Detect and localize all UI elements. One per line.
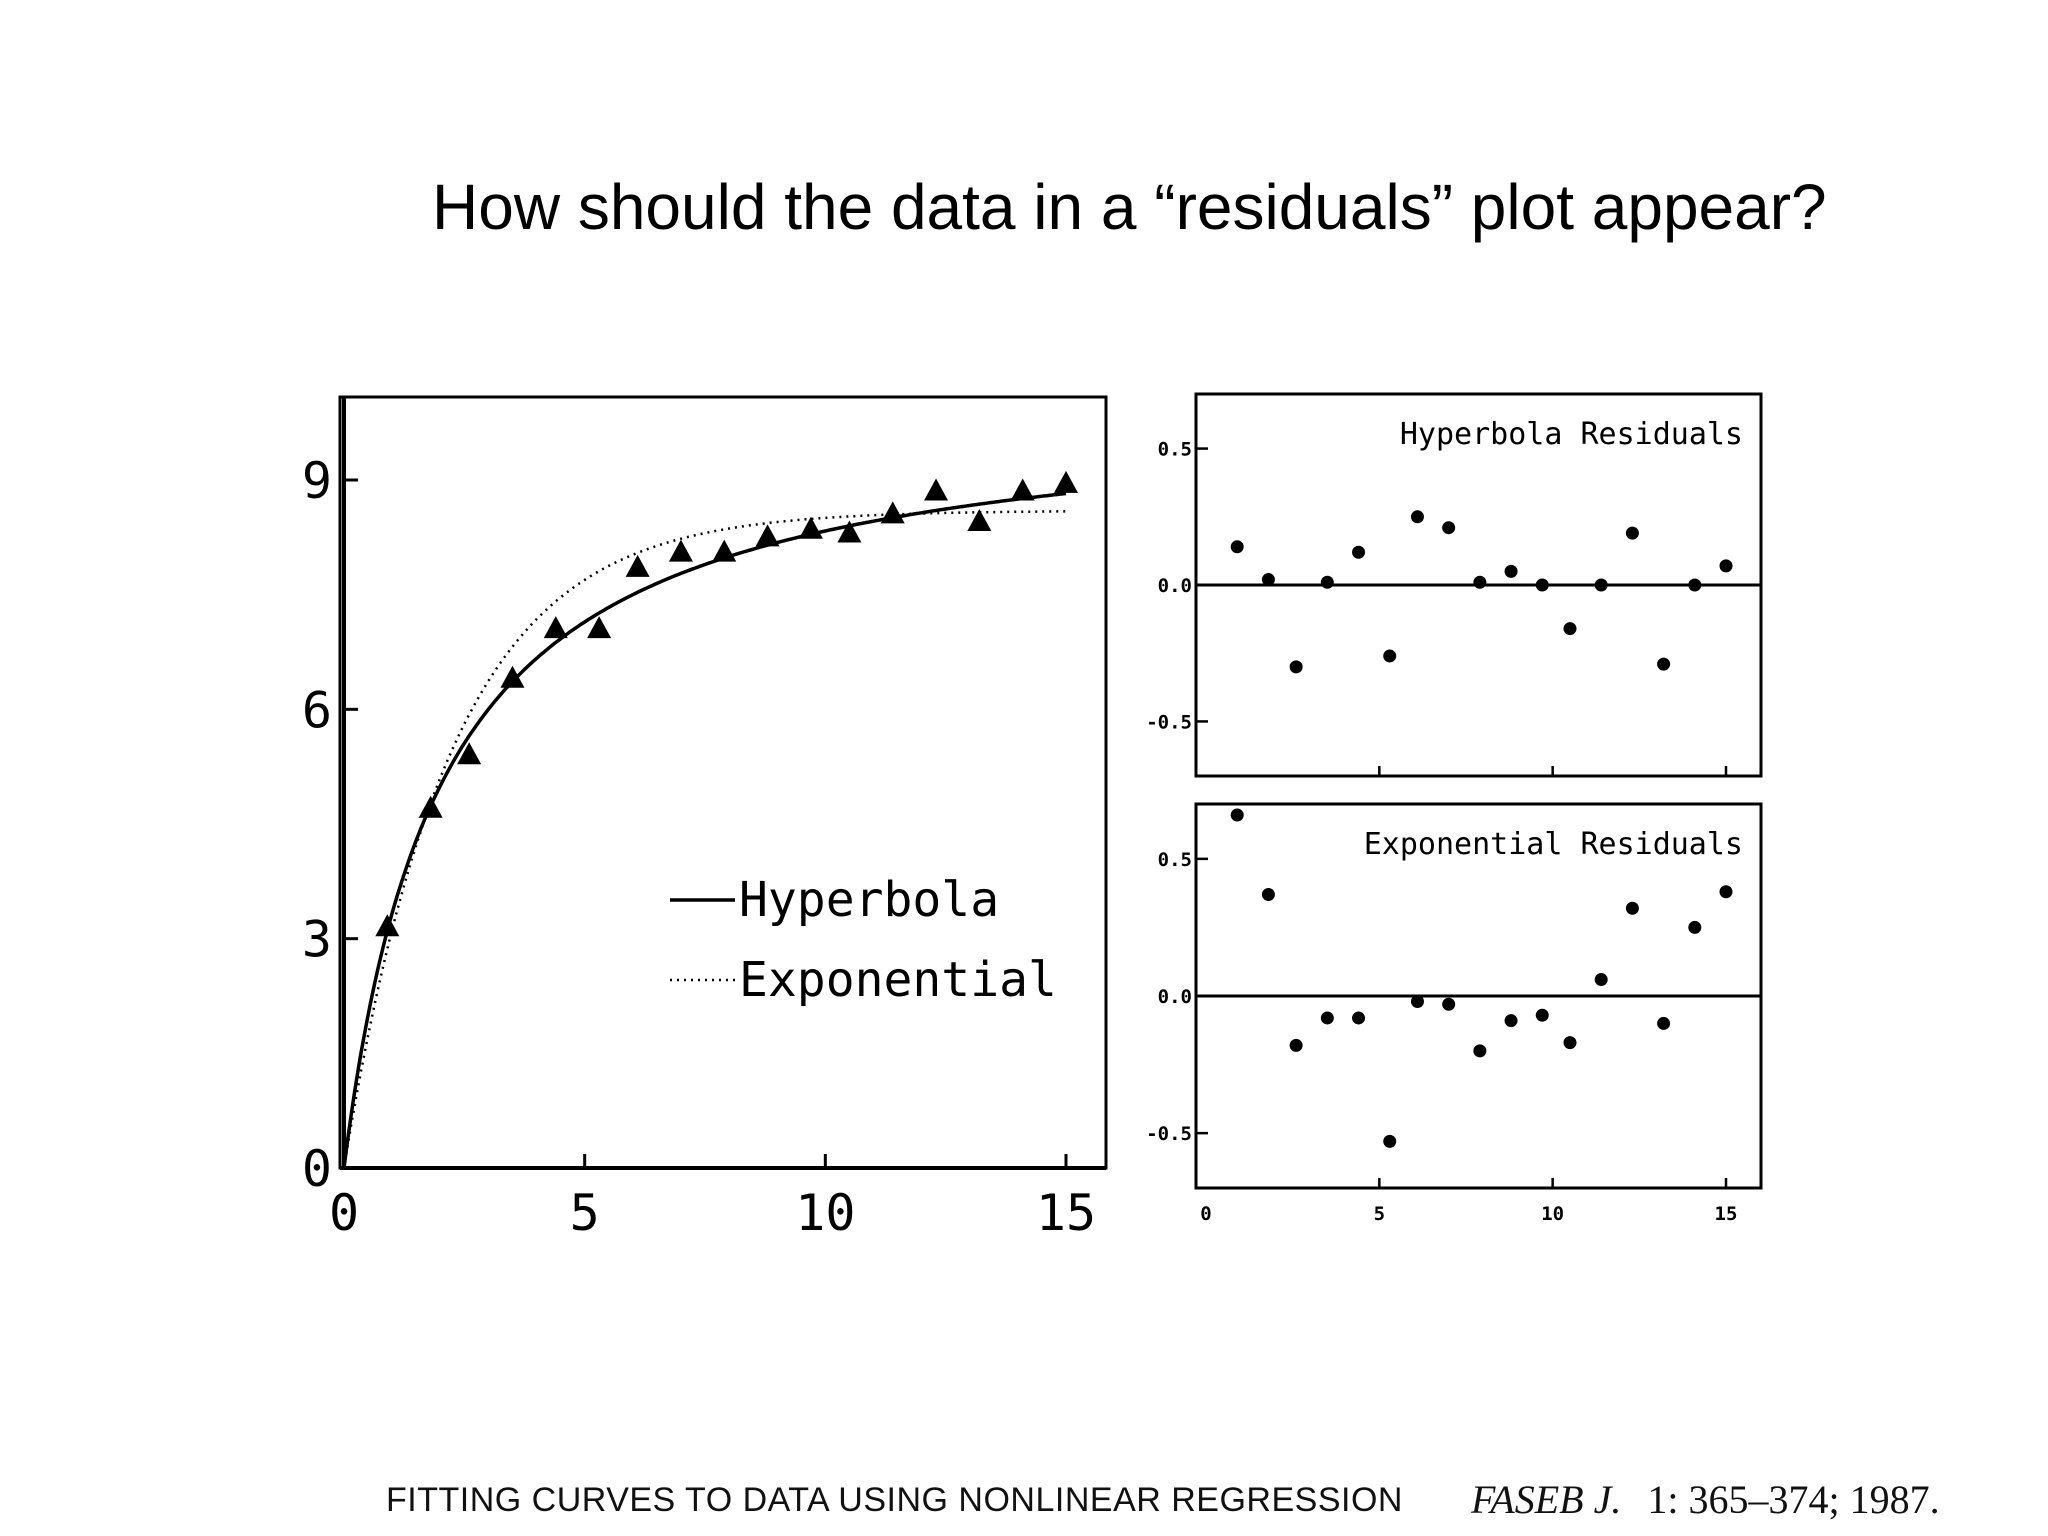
- slide-title: How should the data in a “residuals” plo…: [432, 171, 1827, 243]
- hyperbola-residuals-point: [1289, 660, 1303, 674]
- exponential-residuals-x-tick-label: 10: [1541, 1203, 1564, 1225]
- data-point-triangle: [625, 554, 650, 577]
- citation-journal: FASEB J. 1: 365–374; 1987.: [1471, 1478, 1940, 1522]
- legend-hyperbola-label: Hyperbola: [739, 872, 999, 928]
- exponential-residuals-point: [1442, 997, 1456, 1011]
- hyperbola-residuals-point: [1352, 545, 1366, 559]
- data-point-triangle: [418, 795, 443, 818]
- hyperbola-residuals-point: [1442, 521, 1456, 535]
- exponential-residuals-y-tick-label: 0.5: [1158, 849, 1192, 871]
- hyperbola-residuals-point: [1230, 540, 1244, 554]
- exponential-residuals-point: [1352, 1011, 1366, 1025]
- citation-volume-pages-year: 1: 365–374; 1987.: [1647, 1477, 1940, 1522]
- main-y-tick-label: 0: [302, 1140, 332, 1198]
- hyperbola-residuals-chart: 0.5 0.0 -0.5 Hyperbola Residuals: [1146, 392, 1763, 778]
- data-point-triangle: [712, 539, 737, 562]
- exponential-residuals-point: [1473, 1044, 1487, 1058]
- data-point-triangle: [500, 665, 525, 688]
- legend-exponential-label: Exponential: [739, 952, 1057, 1008]
- exponential-residuals-point: [1719, 885, 1733, 899]
- main-plot-frame: [338, 395, 1108, 1170]
- exponential-residuals-point: [1594, 973, 1608, 987]
- exponential-curve: [342, 510, 1067, 1169]
- hyperbola-residuals-point: [1504, 564, 1518, 578]
- main-x-tick-label: 15: [1036, 1184, 1096, 1242]
- exponential-residuals-point: [1230, 808, 1244, 822]
- data-point-triangle: [668, 539, 693, 562]
- hyperbola-residuals-point: [1320, 575, 1334, 589]
- data-point-triangle: [543, 616, 568, 639]
- data-point-triangle: [755, 524, 780, 547]
- data-point-triangle: [587, 616, 612, 639]
- data-point-triangle: [880, 501, 905, 524]
- exponential-residuals-point: [1625, 901, 1639, 915]
- exponential-residuals-x-tick-label: 0: [1200, 1203, 1211, 1225]
- hyperbola-residuals-point: [1625, 526, 1639, 540]
- data-point-triangle: [837, 520, 862, 543]
- exponential-residuals-point: [1320, 1011, 1334, 1025]
- main-x-tick-label: 0: [329, 1184, 359, 1242]
- exponential-residuals-point: [1535, 1008, 1549, 1022]
- data-point-triangle: [457, 742, 482, 765]
- hyperbola-residuals-y-tick-label: 0.0: [1158, 575, 1192, 597]
- hyperbola-residuals-point: [1657, 657, 1671, 671]
- exponential-residuals-chart: 0.5 0.0 -0.5 0 5 10 15 Exponential Residuals: [1146, 802, 1763, 1225]
- hyperbola-residuals-point: [1261, 573, 1275, 587]
- exponential-residuals-point: [1563, 1036, 1577, 1050]
- data-point-triangle: [1054, 470, 1078, 493]
- main-y-tick-label: 3: [302, 911, 332, 969]
- hyperbola-residuals-y-tick-label: 0.5: [1158, 439, 1192, 461]
- exponential-residuals-point: [1657, 1016, 1671, 1030]
- main-y-tick-label: 9: [302, 452, 332, 510]
- main-chart: 0 3 6 9 0 5 10 15 Hyperbola Exponential: [302, 395, 1108, 1242]
- exponential-residuals-point: [1261, 888, 1275, 902]
- data-point-triangle: [1010, 478, 1035, 501]
- hyperbola-residuals-point: [1563, 622, 1577, 636]
- main-x-tick-label: 5: [570, 1184, 600, 1242]
- main-x-tick-label: 10: [795, 1184, 855, 1242]
- exponential-residuals-point: [1383, 1134, 1397, 1148]
- exponential-residuals-point: [1504, 1014, 1518, 1028]
- hyperbola-residuals-point: [1594, 578, 1608, 592]
- citation-paper-title: FITTING CURVES TO DATA USING NONLINEAR R…: [386, 1481, 1403, 1519]
- exponential-residuals-x-tick-label: 15: [1715, 1203, 1738, 1225]
- exponential-residuals-point: [1289, 1038, 1303, 1052]
- data-point-triangle: [798, 516, 823, 539]
- exponential-residuals-point: [1410, 994, 1424, 1008]
- exponential-residuals-y-tick-label: -0.5: [1146, 1123, 1192, 1145]
- main-y-tick-label: 6: [302, 681, 332, 739]
- hyperbola-residuals-point: [1719, 559, 1733, 573]
- data-point-triangle: [924, 478, 949, 501]
- hyperbola-residuals-point: [1473, 575, 1487, 589]
- hyperbola-curve: [342, 491, 1067, 1169]
- exponential-residuals-x-tick-label: 5: [1374, 1203, 1385, 1225]
- exponential-residuals-point: [1688, 920, 1702, 934]
- exponential-residuals-y-tick-label: 0.0: [1158, 986, 1192, 1008]
- data-point-triangle: [967, 509, 992, 532]
- citation-journal-name: FASEB J.: [1471, 1477, 1622, 1522]
- hyperbola-residuals-point: [1535, 578, 1549, 592]
- hyperbola-residuals-point: [1383, 649, 1397, 663]
- hyperbola-residuals-point: [1688, 578, 1702, 592]
- data-point-triangle: [375, 914, 400, 937]
- hyperbola-residuals-y-tick-label: -0.5: [1146, 711, 1192, 733]
- hyperbola-residuals-point: [1410, 510, 1424, 524]
- hyperbola-residuals-title: Hyperbola Residuals: [1400, 417, 1743, 452]
- exponential-residuals-title: Exponential Residuals: [1364, 827, 1743, 862]
